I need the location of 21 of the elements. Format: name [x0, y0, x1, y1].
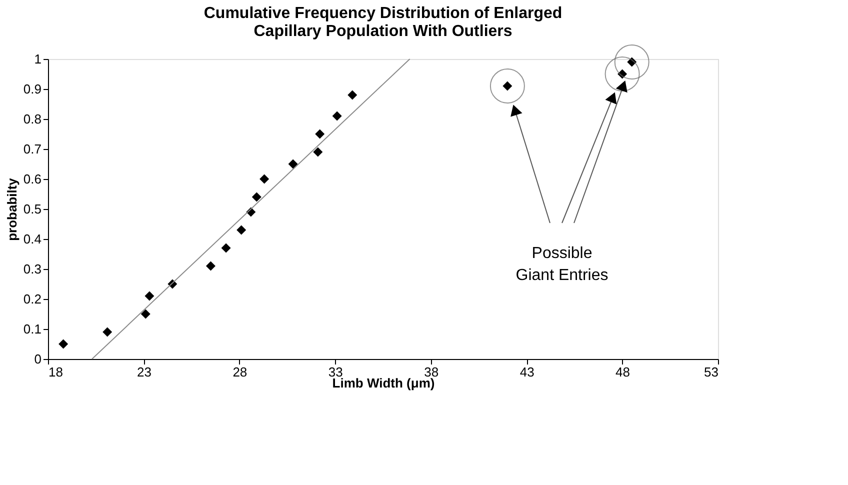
y-tick-label: 0.4 [23, 232, 42, 246]
y-tick-label: 0.3 [23, 262, 42, 276]
y-axis-title: probabilty [4, 177, 20, 241]
y-tick-label: 0.1 [23, 322, 42, 336]
x-tick-label: 53 [704, 364, 718, 380]
x-tick-label: 48 [616, 364, 630, 380]
text: Cumulative Frequency Distribution of Enlarged [204, 5, 562, 22]
y-tick-label: 1 [34, 52, 42, 66]
y-tick-label: 0.2 [23, 292, 42, 306]
x-tick-label: 28 [232, 364, 248, 380]
y-tick-label: 0.5 [23, 202, 42, 216]
y-tick-label: 0.7 [23, 142, 42, 156]
y-tick-label: 0.6 [23, 172, 42, 186]
y-tick-label: 0.8 [23, 112, 42, 126]
annotation: Possible Giant Entries [516, 245, 608, 284]
x-tick-label: 18 [48, 364, 63, 380]
x-tick-label: 23 [136, 364, 152, 380]
y-tick-label: 0 [34, 352, 42, 366]
text: Capillary Population With Outliers [254, 23, 512, 40]
x-tick-label: 43 [520, 364, 534, 380]
y-tick-label: 0.9 [23, 82, 42, 96]
